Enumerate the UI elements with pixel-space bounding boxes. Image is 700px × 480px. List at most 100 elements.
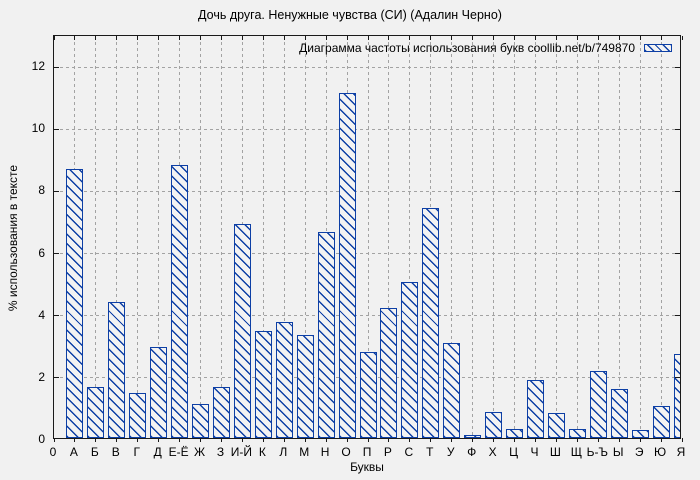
gridline-vertical xyxy=(137,36,139,438)
gridline-vertical xyxy=(514,36,516,438)
bar-Л xyxy=(275,322,293,438)
x-tick xyxy=(639,438,641,442)
x-tick xyxy=(681,36,683,40)
x-tick-label: К xyxy=(258,445,266,459)
x-tick xyxy=(137,36,139,40)
x-tick xyxy=(534,36,536,40)
x-tick xyxy=(346,438,348,442)
bar-Г xyxy=(129,392,147,438)
y-tick xyxy=(54,377,59,379)
gridline-vertical xyxy=(220,36,222,438)
x-tick xyxy=(116,36,118,40)
chart-title: Дочь друга. Ненужные чувства (СИ) (Адали… xyxy=(198,8,502,22)
x-tick xyxy=(283,438,285,442)
x-tick xyxy=(200,36,202,40)
y-tick xyxy=(675,128,680,130)
x-tick-label: Щ xyxy=(570,445,582,459)
gridline-vertical xyxy=(639,36,641,438)
bar-Х xyxy=(485,412,503,438)
x-tick xyxy=(576,438,578,442)
y-tick xyxy=(54,128,59,130)
x-tick xyxy=(367,36,369,40)
x-tick-label: П xyxy=(362,445,372,459)
y-tick-label: 4 xyxy=(38,307,45,322)
ticks-layer xyxy=(54,36,683,442)
bar-Д xyxy=(150,346,168,438)
x-tick xyxy=(534,438,536,442)
y-tick xyxy=(675,190,680,192)
x-tick xyxy=(262,36,264,40)
bar-З xyxy=(212,387,230,438)
x-tick xyxy=(54,36,55,40)
gridline-vertical xyxy=(451,36,453,438)
x-tick-label: С xyxy=(404,445,414,459)
x-tick xyxy=(409,36,411,40)
x-tick xyxy=(304,438,306,442)
bar-О xyxy=(338,93,356,438)
x-tick xyxy=(660,36,662,40)
y-tick-label: 8 xyxy=(38,183,45,198)
x-tick xyxy=(639,36,641,40)
bar-Ы xyxy=(610,388,628,438)
gridline-vertical xyxy=(493,36,495,438)
bar-Ц xyxy=(506,428,524,438)
gridline-vertical xyxy=(283,36,285,438)
y-tick-label: 0 xyxy=(38,432,45,446)
x-tick-label: М xyxy=(299,445,310,459)
bars-layer xyxy=(54,36,680,438)
bar-Н xyxy=(317,231,335,438)
x-tick xyxy=(200,438,202,442)
bar-Б xyxy=(87,387,105,438)
y-tick xyxy=(54,66,59,68)
x-tick-label: Х xyxy=(488,445,497,459)
x-tick xyxy=(660,438,662,442)
x-tick-label: Ч xyxy=(530,445,539,459)
x-tick xyxy=(597,438,599,442)
bar-Т xyxy=(422,208,440,438)
bar-У xyxy=(443,342,461,438)
gridline-vertical xyxy=(618,36,620,438)
x-tick-label: А xyxy=(69,445,78,459)
x-tick-label: З xyxy=(216,445,225,459)
gridline-horizontal xyxy=(54,128,680,130)
gridline-vertical xyxy=(534,36,536,438)
bar-Я xyxy=(673,353,680,438)
x-tick xyxy=(74,438,76,442)
y-tick xyxy=(675,253,680,255)
gridline-vertical xyxy=(200,36,202,438)
x-tick xyxy=(514,438,516,442)
x-tick xyxy=(555,438,557,442)
x-tick-label: Э xyxy=(634,445,644,459)
x-tick xyxy=(430,36,432,40)
bar-Ф xyxy=(464,434,482,438)
x-tick xyxy=(430,438,432,442)
x-tick xyxy=(618,438,620,442)
bar-Щ xyxy=(568,429,586,438)
x-tick xyxy=(681,438,683,442)
x-tick xyxy=(597,36,599,40)
x-tick xyxy=(514,36,516,40)
bar-Е-Ё xyxy=(171,165,189,438)
gridline-vertical xyxy=(660,36,662,438)
x-tick xyxy=(54,438,55,442)
gridline-vertical xyxy=(597,36,599,438)
x-tick xyxy=(304,36,306,40)
x-tick-label: Ц xyxy=(509,445,518,459)
bar-Ч xyxy=(526,379,544,438)
gridline-vertical xyxy=(409,36,411,438)
x-tick-label: 0 xyxy=(49,445,57,459)
x-tick-label: О xyxy=(341,445,351,459)
x-tick-label: Я xyxy=(676,445,686,459)
gridline-vertical xyxy=(116,36,118,438)
bar-Ш xyxy=(547,413,565,438)
x-tick-label: Т xyxy=(426,445,434,459)
y-tick xyxy=(675,66,680,68)
legend: Диаграмма частоты использования букв coo… xyxy=(299,41,672,55)
x-tick-label: Н xyxy=(320,445,330,459)
x-tick xyxy=(241,438,243,442)
x-tick xyxy=(179,438,181,442)
gridline-horizontal xyxy=(54,253,680,255)
x-tick-label: Ь-Ъ xyxy=(586,445,608,459)
x-tick-label: В xyxy=(111,445,120,459)
